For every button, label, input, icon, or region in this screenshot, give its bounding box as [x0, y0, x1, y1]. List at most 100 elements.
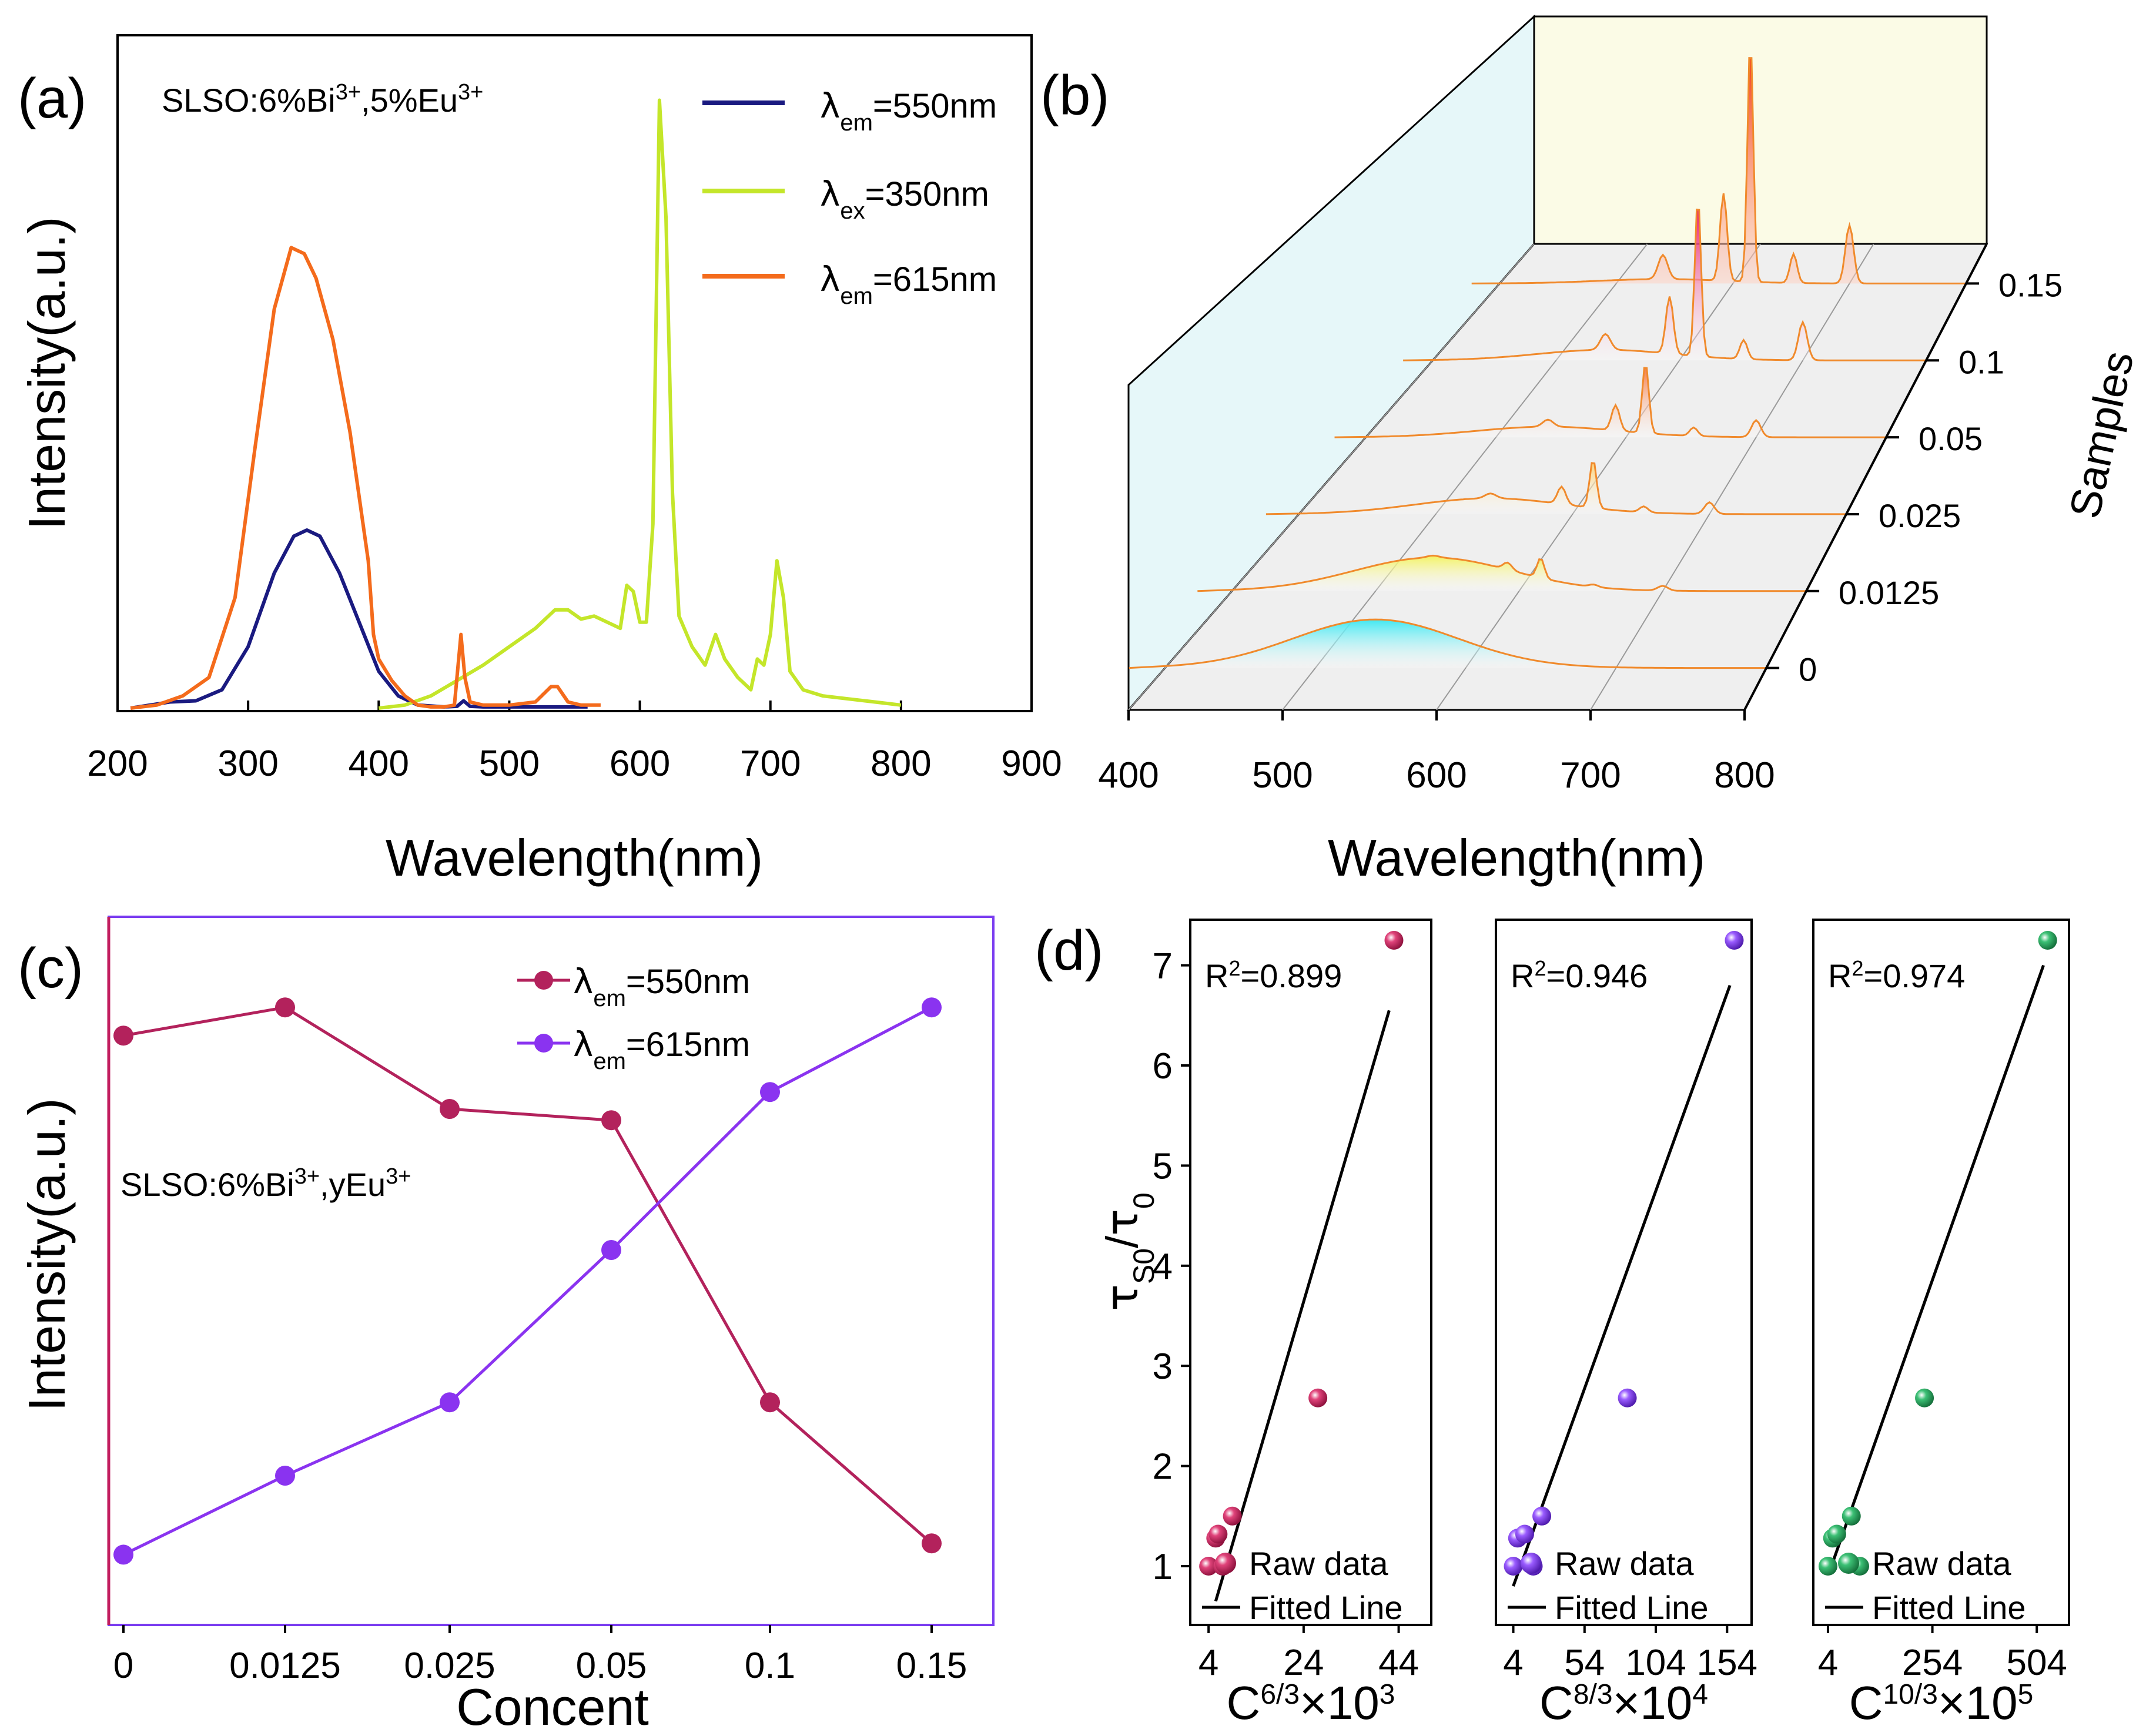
series-line-0 — [130, 528, 588, 710]
panel-c-ticks: 0 0.0125 0.025 0.05 0.1 0.15 — [113, 1625, 967, 1686]
subplot-xlabel-1: C8/3×104 — [1539, 1677, 1708, 1729]
panel-d-ytick-label: 3 — [1153, 1346, 1173, 1387]
panel-c-label: (c) — [18, 937, 83, 1000]
panel-d-ytick-label: 5 — [1153, 1146, 1173, 1187]
subplot-xtick-label: 154 — [1697, 1643, 1757, 1683]
subplot-xtick-label: 4 — [1198, 1643, 1218, 1683]
panel-b-ribbons — [1129, 57, 1976, 669]
panel-b-depth-tick-label: 0.05 — [1919, 420, 1983, 457]
panel-a-legend: λem=550nm λex=350nm λem=615nm — [702, 86, 997, 309]
r-squared-label-0: R2=0.899 — [1205, 956, 1342, 995]
panel-b-xtick-label: 400 — [1098, 755, 1159, 796]
panel-c: (c) 0 0.0125 0.025 0.05 0.1 0.15 Concent Inte… — [18, 916, 995, 1736]
panel-c-xtick-label: 0.025 — [404, 1645, 495, 1686]
panel-b-grid-line — [1590, 243, 1874, 711]
subplot-axes-0 — [1189, 919, 1432, 1626]
subplot-xtick-label: 4 — [1818, 1643, 1838, 1683]
data-point-1-4 — [760, 1082, 780, 1102]
legend-raw-label-1: Raw data — [1555, 1545, 1694, 1582]
fitted-line-0 — [1214, 1010, 1391, 1602]
panel-c-ylabel: Intensity(a.u.) — [18, 1098, 76, 1411]
subplot-xtick-label: 254 — [1902, 1643, 1963, 1683]
legend-raw-label-0: Raw data — [1249, 1545, 1388, 1582]
panel-a-xtick-label: 300 — [217, 743, 278, 784]
panel-d-ytick-label: 1 — [1153, 1547, 1173, 1587]
raw-point-1-4 — [1532, 1506, 1552, 1526]
raw-point-0-0 — [1199, 1557, 1218, 1576]
raw-point-0-5 — [1308, 1388, 1328, 1407]
panel-b: (b) 400 500 600 700 800 0 0.0125 0.025 0.05 0.1 0.… — [1040, 14, 2136, 887]
ribbon-fill-1 — [1197, 555, 1818, 591]
panel-b-depth-tick-label: 0 — [1799, 651, 1817, 688]
panel-c-xlabel: Concent — [456, 1678, 649, 1736]
panel-d-ytick-label: 4 — [1153, 1246, 1173, 1287]
panel-a-xtick-label: 600 — [610, 743, 670, 784]
panel-b-depth-tick-label: 0.15 — [1998, 266, 2063, 303]
data-point-0-0 — [113, 1025, 133, 1046]
panel-d-ytick-label: 6 — [1153, 1046, 1173, 1087]
panel-b-xlabel: Wavelength(nm) — [1328, 829, 1705, 887]
raw-point-1-6 — [1725, 931, 1744, 950]
ribbon-fill-0 — [1129, 619, 1779, 668]
fitted-line-1 — [1512, 984, 1732, 1587]
ribbon-fill-2 — [1265, 463, 1857, 514]
legend-label-615: λem=615nm — [573, 1024, 750, 1074]
raw-point-1-0 — [1504, 1557, 1523, 1576]
ribbon-line-1 — [1197, 554, 1818, 592]
legend-fit-label-0: Fitted Line — [1249, 1589, 1403, 1626]
panel-b-depth-tick-label: 0.025 — [1879, 497, 1961, 534]
raw-point-2-2 — [1827, 1524, 1846, 1544]
data-point-1-0 — [113, 1544, 133, 1565]
panel-b-grid-line — [1128, 243, 1535, 711]
subplot-2: 4 254 504 R2=0.974 Raw data Fitted Line C10/3×… — [1812, 919, 2070, 1729]
legend-marker-615 — [534, 1034, 553, 1053]
panel-a-xlabel: Wavelength(nm) — [386, 829, 763, 887]
panel-d-ylabel: τS0/τ0 — [1096, 1192, 1160, 1311]
data-point-0-3 — [601, 1110, 621, 1131]
raw-point-0-2 — [1208, 1524, 1228, 1544]
panel-d-ytick-label: 2 — [1153, 1447, 1173, 1487]
ribbon-line-0 — [1129, 618, 1779, 669]
legend-label-615-excitation: λem=615nm — [820, 259, 997, 309]
raw-point-1-2 — [1515, 1524, 1534, 1544]
subplot-1: 4 54 104 154 R2=0.946 Raw data Fitted Line C8/3… — [1495, 919, 1757, 1729]
subplot-0: 1 2 3 4 5 6 7 4 24 44 R2=0.899 Raw data Fitted Line C… — [1153, 919, 1432, 1729]
subplot-xtick-label: 504 — [2006, 1643, 2067, 1683]
panel-c-xtick-label: 0.1 — [745, 1645, 795, 1686]
series-line-0 — [123, 1006, 933, 1545]
panel-a-xtick-label: 900 — [1001, 743, 1062, 784]
panel-b-xtick-label: 600 — [1406, 755, 1467, 796]
panel-a-annotation: SLSO:6%Bi3+,5%Eu3+ — [162, 80, 483, 119]
ribbon-line-5 — [1471, 57, 1976, 284]
series-line-2 — [130, 246, 601, 710]
panel-b-xtick-label: 700 — [1560, 755, 1621, 796]
panel-b-xtick-label: 500 — [1252, 755, 1313, 796]
panel-c-annotation: SLSO:6%Bi3+,yEu3+ — [120, 1164, 411, 1203]
raw-point-2-3 — [1842, 1506, 1861, 1526]
panel-a-xtick-label: 800 — [871, 743, 931, 784]
raw-point-2-5 — [1915, 1388, 1934, 1407]
raw-point-2-6 — [2038, 931, 2057, 950]
subplot-axes-1 — [1495, 919, 1753, 1626]
panel-a-axes — [116, 34, 1033, 712]
panel-d-label: (d) — [1034, 919, 1103, 982]
panel-a-lines — [130, 98, 902, 710]
data-point-0-4 — [760, 1392, 780, 1413]
data-point-0-1 — [275, 997, 295, 1018]
panel-b-grid-line — [1436, 243, 1761, 711]
subplot-xlabel-0: C6/3×103 — [1227, 1677, 1395, 1729]
legend-raw-label-2: Raw data — [1872, 1545, 2011, 1582]
panel-b-zlabel: Samples — [2060, 347, 2136, 522]
panel-a-ticks: 200 300 400 500 600 700 800 900 — [87, 701, 1062, 784]
data-point-1-3 — [601, 1240, 621, 1260]
panel-a-ylabel: Intensity(a.u.) — [18, 216, 76, 529]
panel-a-xtick-label: 200 — [87, 743, 148, 784]
panel-b-label: (b) — [1040, 64, 1109, 127]
data-point-0-2 — [440, 1099, 460, 1119]
raw-point-1-5 — [1618, 1388, 1637, 1407]
data-point-1-5 — [922, 997, 942, 1018]
subplot-xtick-label: 54 — [1564, 1643, 1605, 1683]
